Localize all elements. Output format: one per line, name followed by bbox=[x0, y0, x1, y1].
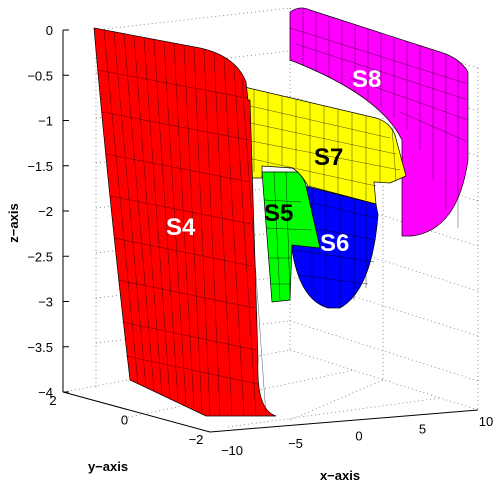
surface-label-s8: S8 bbox=[352, 66, 381, 93]
z-tick-label: −3 bbox=[38, 295, 53, 310]
z-tick-marks bbox=[63, 29, 69, 393]
surface-label-s4: S4 bbox=[166, 214, 196, 241]
surface-label-s7: S7 bbox=[314, 144, 343, 171]
x-tick-labels: −10 −5 0 5 10 bbox=[221, 414, 493, 458]
z-axis-label: z−axis bbox=[6, 203, 21, 242]
x-tick-label: −10 bbox=[221, 443, 243, 458]
y-axis-label: y−axis bbox=[88, 459, 128, 474]
surface-label-s6: S6 bbox=[320, 230, 349, 257]
surface-s4 bbox=[93, 27, 277, 417]
z-tick-label: −3.5 bbox=[27, 340, 53, 355]
y-tick-label: −2 bbox=[189, 432, 204, 447]
y-tick-label: 2 bbox=[49, 393, 56, 408]
z-tick-label: −1.5 bbox=[27, 159, 53, 174]
x-tick-label: 10 bbox=[479, 414, 493, 429]
z-tick-label: 0 bbox=[46, 23, 53, 38]
y-tick-label: 0 bbox=[121, 413, 128, 428]
x-axis-label: x−axis bbox=[320, 468, 360, 483]
z-tick-label: −2 bbox=[38, 204, 53, 219]
surface-s8 bbox=[289, 7, 469, 237]
z-tick-label: −4 bbox=[38, 385, 53, 400]
x-tick-label: −5 bbox=[288, 436, 303, 451]
x-tick-label: 5 bbox=[419, 421, 426, 436]
x-tick-label: 0 bbox=[355, 429, 362, 444]
surface-s6 bbox=[291, 184, 379, 309]
z-tick-label: −2.5 bbox=[27, 249, 53, 264]
surface-label-s5: S5 bbox=[264, 200, 293, 227]
y-tick-labels: 2 0 −2 bbox=[49, 393, 203, 447]
z-tick-labels: 0 −0.5 −1 −1.5 −2 −2.5 −3 −3.5 −4 bbox=[27, 23, 53, 400]
z-tick-label: −1 bbox=[38, 114, 53, 129]
z-tick-label: −0.5 bbox=[27, 68, 53, 83]
surface-s7 bbox=[239, 85, 407, 205]
